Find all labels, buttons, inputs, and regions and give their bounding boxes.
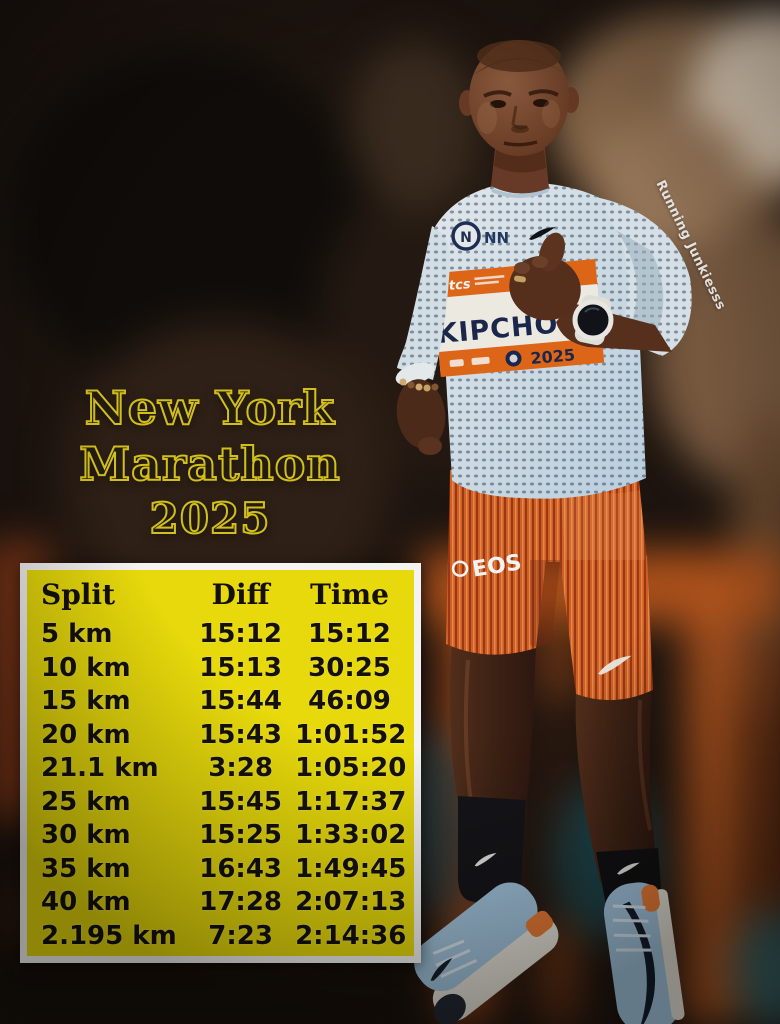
split-cell-diff: 3:28 [208, 753, 273, 784]
split-row: 21.1 km 3:28 1:05:20 [41, 752, 407, 784]
split-cell-time: 30:25 [308, 652, 391, 683]
header-diff: Diff [211, 578, 270, 611]
split-cell-distance: 40 km [41, 887, 131, 918]
sports-watch [572, 294, 614, 346]
left-arm [395, 226, 450, 455]
title-line-1: New York [84, 380, 336, 436]
splits-rows: 5 km 15:12 15:12 10 km 15:13 30:25 15 km 15:44 4… [41, 616, 407, 952]
split-cell-diff: 15:45 [199, 786, 283, 817]
page-title: New York Marathon 2025 [28, 380, 392, 546]
split-cell-diff: 15:13 [199, 652, 283, 683]
left-shoe [414, 882, 559, 1024]
svg-text:N: N [460, 230, 472, 246]
split-cell-diff: 7:23 [208, 920, 273, 951]
runner-head [459, 40, 579, 194]
split-row: 40 km 17:28 2:07:13 [41, 886, 407, 918]
jersey-logo-text: NN [484, 229, 509, 247]
split-cell-distance: 35 km [41, 853, 131, 884]
split-cell-diff: 15:44 [199, 686, 283, 717]
split-row: 2.195 km 7:23 2:14:36 [41, 920, 407, 952]
title-line-2: Marathon [78, 436, 341, 492]
header-time: Time [310, 578, 389, 611]
split-cell-time: 2:14:36 [295, 920, 407, 951]
split-cell-diff: 17:28 [199, 887, 283, 918]
split-cell-time: 1:05:20 [295, 753, 407, 784]
right-shoe [603, 882, 685, 1024]
split-cell-diff: 15:43 [199, 719, 283, 750]
header-split: Split [41, 578, 116, 611]
nn-running-team-logo: N NN [451, 221, 509, 251]
split-cell-time: 2:07:13 [295, 887, 407, 918]
split-cell-time: 46:09 [308, 686, 391, 717]
split-row: 15 km 15:44 46:09 [41, 685, 404, 717]
split-cell-time: 1:01:52 [295, 719, 407, 750]
split-cell-time: 1:49:45 [295, 853, 407, 884]
bib-sponsor-logo: tcs [448, 277, 471, 294]
split-row: 35 km 16:43 1:49:45 [41, 853, 407, 885]
split-cell-distance: 10 km [41, 652, 131, 683]
splits-table-inner: Split Diff Time 5 km 15:12 15:12 10 km 15:13… [27, 570, 414, 956]
split-cell-time: 1:17:37 [295, 786, 407, 817]
fist [509, 232, 581, 321]
split-cell-distance: 5 km [41, 619, 113, 649]
split-row: 5 km 15:12 15:12 [41, 618, 404, 650]
split-cell-distance: 21.1 km [41, 753, 159, 784]
split-row: 20 km 15:43 1:01:52 [41, 719, 407, 751]
split-cell-distance: 15 km [41, 686, 131, 717]
bib-year-text: 2025 [530, 345, 576, 368]
split-cell-diff: 15:25 [199, 820, 283, 851]
split-cell-distance: 2.195 km [41, 920, 177, 951]
splits-table-header: Split Diff Time [41, 578, 404, 616]
split-cell-distance: 25 km [41, 786, 131, 817]
right-sleeve [600, 198, 692, 356]
split-row: 25 km 15:45 1:17:37 [41, 786, 407, 818]
bracelet [399, 378, 439, 392]
split-cell-time: 1:33:02 [295, 820, 407, 851]
split-cell-diff: 15:12 [199, 619, 283, 649]
title-line-3: 2025 [149, 493, 271, 544]
crossing-forearm [509, 232, 672, 352]
split-cell-distance: 20 km [41, 719, 131, 750]
split-cell-distance: 30 km [41, 820, 131, 851]
splits-table: Split Diff Time 5 km 15:12 15:12 10 km 15:13… [20, 563, 421, 963]
split-cell-diff: 16:43 [199, 853, 283, 884]
split-cell-time: 15:12 [308, 619, 391, 649]
split-row: 10 km 15:13 30:25 [41, 652, 404, 684]
split-row: 30 km 15:25 1:33:02 [41, 819, 407, 851]
